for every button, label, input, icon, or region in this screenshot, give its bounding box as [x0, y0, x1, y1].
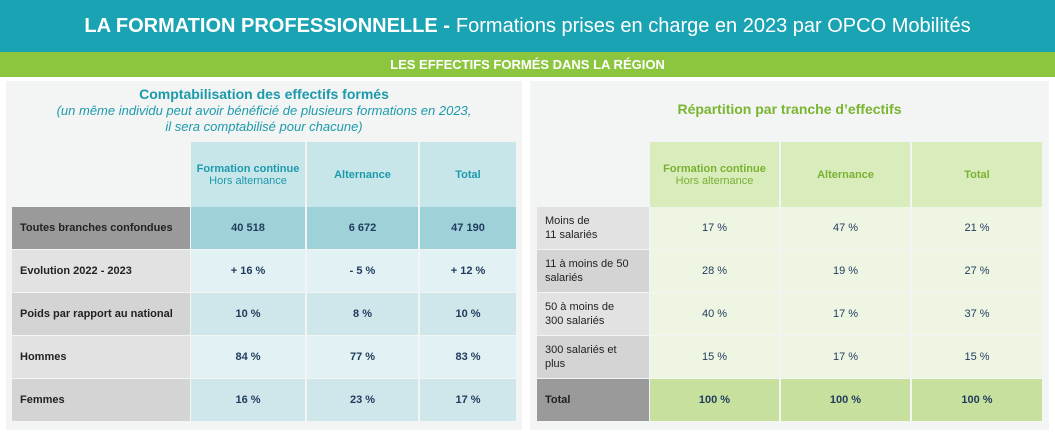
row-label: Hommes: [12, 336, 190, 378]
row-label: Femmes: [12, 379, 190, 421]
row-label: 300 salariés et plus: [537, 336, 649, 378]
row-label-line2: 300 salariés: [545, 315, 605, 327]
col-header-formation-continue: Formation continue Hors alternance: [191, 142, 305, 207]
table-cell: 27 %: [912, 250, 1042, 292]
row-label-line1: 11 à moins de 50: [545, 258, 629, 270]
col-header-alternance: Alternance: [307, 142, 418, 207]
table-cell: + 16 %: [191, 250, 305, 292]
row-label-line1: 50 à moins de: [545, 301, 615, 313]
table-cell: 47 %: [781, 207, 910, 249]
table-cell: 37 %: [912, 293, 1042, 335]
col-header-label: Total: [455, 168, 481, 181]
row-label: Evolution 2022 - 2023: [12, 250, 190, 292]
effectifs-panel: Comptabilisation des effectifs formés (u…: [6, 81, 522, 430]
table-cell: 17 %: [650, 207, 779, 249]
row-label-line2: salariés: [545, 272, 583, 284]
table-cell: 100 %: [781, 379, 910, 421]
table-cell: + 12 %: [420, 250, 516, 292]
header-title-rest: Formations prises en charge en 2023 par …: [455, 14, 971, 37]
table-cell: 6 672: [307, 207, 418, 249]
table-cell: 47 190: [420, 207, 516, 249]
col-header-alternance: Alternance: [781, 142, 910, 207]
table-cell: 83 %: [420, 336, 516, 378]
table-cell: 77 %: [307, 336, 418, 378]
table-cell: 21 %: [912, 207, 1042, 249]
table-cell: 40 518: [191, 207, 305, 249]
col-header-label: Alternance: [817, 168, 874, 181]
col-header-label: Formation continue: [663, 162, 766, 175]
row-label: 50 à moins de 300 salariés: [537, 293, 649, 335]
table-cell: 8 %: [307, 293, 418, 335]
row-label-line1: 300 salariés et: [545, 344, 617, 356]
table-cell: 40 %: [650, 293, 779, 335]
effectifs-subtitle-line2: il sera comptabilisé pour chacune): [165, 119, 363, 134]
header-title-bold: LA FORMATION PROFESSIONNELLE -: [84, 14, 450, 37]
row-label: 11 à moins de 50 salariés: [537, 250, 649, 292]
row-label-line2: 11 salariés: [545, 229, 598, 241]
table-cell: 15 %: [912, 336, 1042, 378]
col-header-total: Total: [420, 142, 516, 207]
table-cell: 100 %: [912, 379, 1042, 421]
section-banner: LES EFFECTIFS FORMÉS DANS LA RÉGION: [0, 52, 1055, 77]
col-header-label: Formation continue: [196, 162, 300, 175]
table-cell: 17 %: [781, 293, 910, 335]
table-cell: 17 %: [420, 379, 516, 421]
row-label: Poids par rapport au national: [12, 293, 190, 335]
repartition-panel: Répartition par tranche d’effectifs Form…: [530, 81, 1049, 430]
table-cell: 16 %: [191, 379, 305, 421]
row-label: Toutes branches confondues: [12, 207, 190, 249]
col-header-sub: Hors alternance: [209, 174, 287, 187]
table-cell: 10 %: [191, 293, 305, 335]
row-label: Total: [537, 379, 649, 421]
effectifs-subtitle-line1: (un même individu peut avoir bénéficié d…: [56, 103, 472, 118]
row-label: Moins de 11 salariés: [537, 207, 649, 249]
row-label-line2: plus: [545, 358, 566, 370]
col-header-label: Total: [964, 168, 990, 181]
effectifs-title: Comptabilisation des effectifs formés: [139, 86, 389, 102]
col-header-total: Total: [912, 142, 1042, 207]
page-header: LA FORMATION PROFESSIONNELLE - Formation…: [0, 0, 1055, 52]
table-cell: 19 %: [781, 250, 910, 292]
table-cell: 100 %: [650, 379, 779, 421]
table-cell: 10 %: [420, 293, 516, 335]
table-cell: 17 %: [781, 336, 910, 378]
table-cell: 84 %: [191, 336, 305, 378]
col-header-label: Alternance: [334, 168, 391, 181]
table-cell: 15 %: [650, 336, 779, 378]
repartition-title: Répartition par tranche d’effectifs: [677, 101, 902, 117]
col-header-formation-continue: Formation continue Hors alternance: [650, 142, 779, 207]
table-cell: 28 %: [650, 250, 779, 292]
table-cell: 23 %: [307, 379, 418, 421]
table-cell: - 5 %: [307, 250, 418, 292]
row-label-line1: Moins de: [545, 215, 590, 227]
col-header-sub: Hors alternance: [675, 174, 754, 187]
